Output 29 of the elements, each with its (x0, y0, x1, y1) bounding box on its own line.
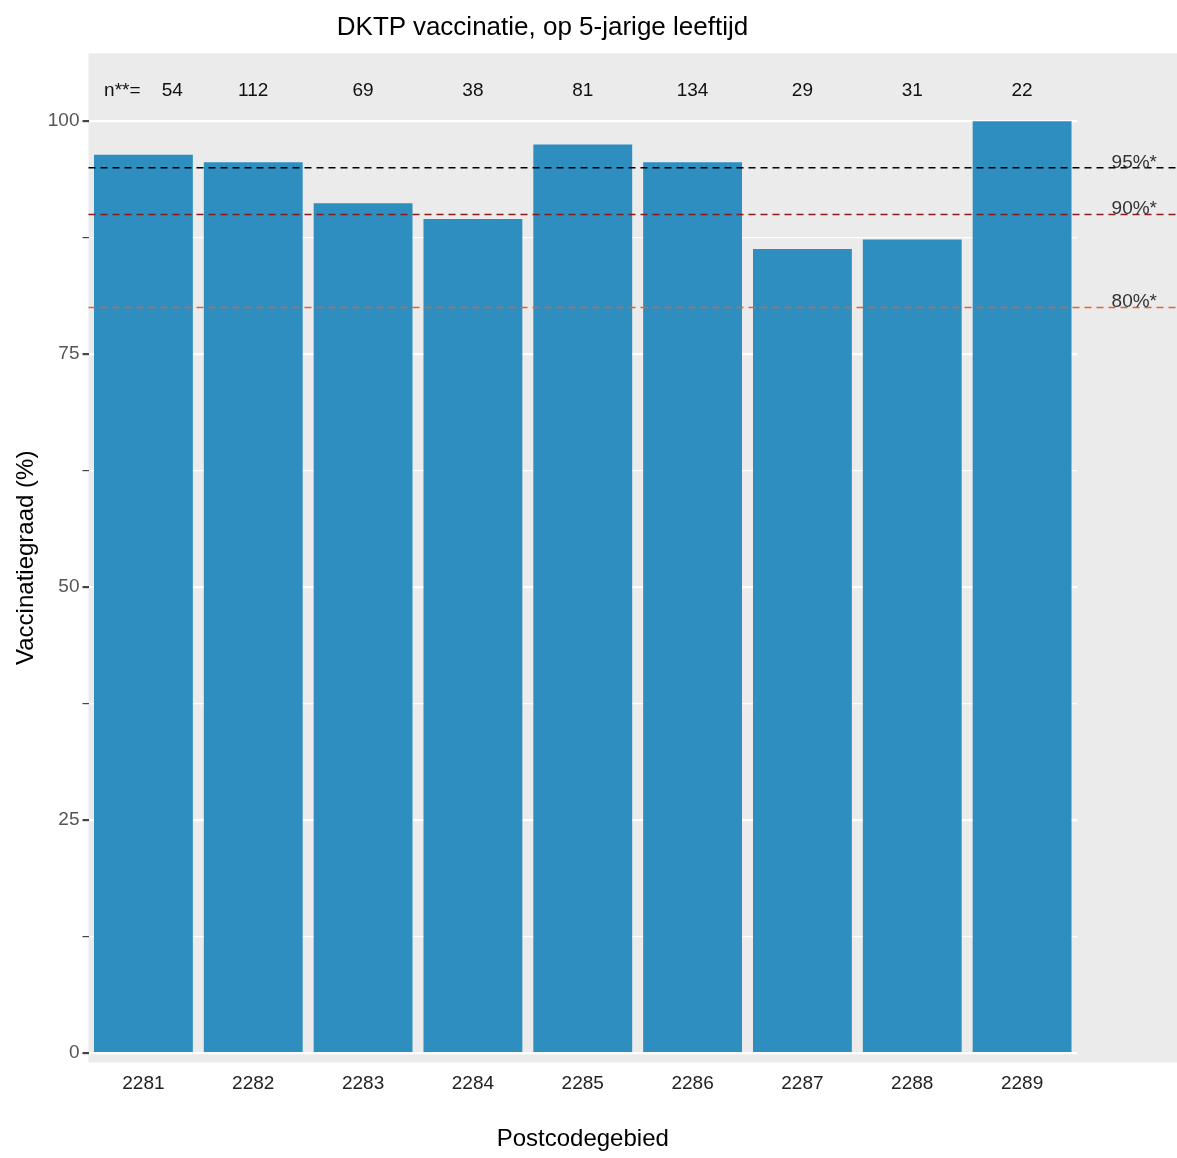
annotation: 134 (676, 79, 709, 101)
annotation: 69 (352, 79, 374, 101)
ref-line-label: 80%* (1111, 290, 1158, 312)
annotation: n**= 54 (104, 79, 184, 101)
annotation: 112 (238, 79, 269, 101)
x-tick-label: 2281 (122, 1072, 165, 1094)
y-tick-label: 75 (58, 342, 80, 364)
x-tick-label: 2285 (561, 1072, 604, 1094)
x-tick-label: 2283 (341, 1072, 385, 1094)
x-tick-label: 2282 (232, 1072, 275, 1094)
annotation: 29 (791, 79, 813, 101)
x-tick-label: 2284 (451, 1072, 495, 1094)
y-tick-label: 25 (58, 808, 80, 830)
ref-line-label: 90%* (1111, 197, 1158, 219)
y-tick-label: 50 (58, 575, 80, 597)
x-tick-label: 2288 (891, 1072, 934, 1094)
chart-title: DKTP vaccinatie, op 5-jarige leeftijd (336, 10, 749, 41)
annotation: 81 (572, 79, 594, 101)
annotation: 38 (462, 79, 484, 101)
y-axis-title: Vaccinatiegraad (%) (11, 450, 39, 665)
x-tick-label: 2286 (671, 1072, 714, 1094)
annotation: 22 (1011, 79, 1033, 101)
x-tick-label: 2287 (781, 1072, 824, 1094)
y-tick-label: 100 (47, 109, 80, 131)
x-axis-title: Postcodegebied (496, 1124, 669, 1152)
y-tick-label: 0 (68, 1041, 80, 1063)
ref-line-label: 95%* (1111, 150, 1158, 172)
annotation: 31 (901, 79, 923, 101)
x-tick-label: 2289 (1000, 1072, 1044, 1094)
